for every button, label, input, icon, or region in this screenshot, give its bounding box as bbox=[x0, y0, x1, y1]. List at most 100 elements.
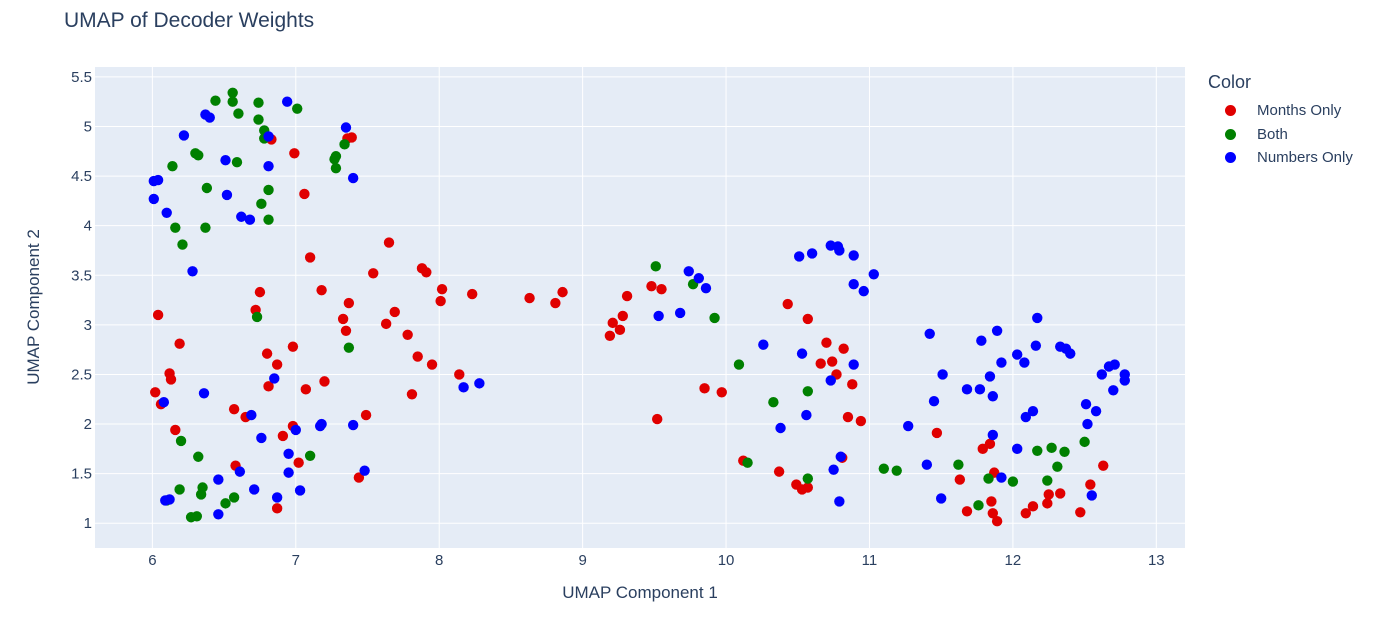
point-numbers-only[interactable] bbox=[828, 464, 839, 475]
point-months-only[interactable] bbox=[1042, 498, 1053, 509]
point-months-only[interactable] bbox=[300, 384, 312, 395]
point-numbers-only[interactable] bbox=[164, 494, 175, 505]
point-numbers-only[interactable] bbox=[213, 509, 224, 520]
point-numbers-only[interactable] bbox=[269, 373, 280, 384]
point-months-only[interactable] bbox=[380, 318, 392, 330]
point-both[interactable] bbox=[891, 465, 902, 476]
point-numbers-only[interactable] bbox=[937, 369, 948, 380]
point-numbers-only[interactable] bbox=[244, 214, 256, 225]
point-months-only[interactable] bbox=[368, 268, 379, 279]
point-numbers-only[interactable] bbox=[340, 122, 352, 133]
point-months-only[interactable] bbox=[254, 286, 266, 298]
point-numbers-only[interactable] bbox=[220, 155, 231, 166]
point-months-only[interactable] bbox=[402, 329, 413, 340]
point-numbers-only[interactable] bbox=[928, 396, 940, 407]
point-months-only[interactable] bbox=[170, 424, 181, 436]
point-numbers-only[interactable] bbox=[178, 130, 190, 141]
point-numbers-only[interactable] bbox=[283, 448, 294, 459]
point-numbers-only[interactable] bbox=[316, 418, 327, 430]
point-numbers-only[interactable] bbox=[775, 422, 786, 434]
point-numbers-only[interactable] bbox=[458, 382, 469, 393]
point-months-only[interactable] bbox=[842, 411, 854, 423]
point-months-only[interactable] bbox=[1075, 507, 1086, 518]
point-months-only[interactable] bbox=[646, 280, 657, 292]
point-numbers-only[interactable] bbox=[198, 388, 210, 399]
point-months-only[interactable] bbox=[815, 358, 826, 369]
point-numbers-only[interactable] bbox=[148, 175, 160, 187]
point-months-only[interactable] bbox=[1020, 508, 1032, 519]
point-both[interactable] bbox=[263, 214, 274, 225]
point-numbers-only[interactable] bbox=[221, 189, 233, 201]
point-numbers-only[interactable] bbox=[653, 310, 664, 322]
point-both[interactable] bbox=[177, 239, 188, 250]
point-numbers-only[interactable] bbox=[187, 266, 198, 277]
point-numbers-only[interactable] bbox=[1096, 369, 1108, 380]
point-numbers-only[interactable] bbox=[700, 282, 712, 294]
point-months-only[interactable] bbox=[287, 341, 299, 352]
point-numbers-only[interactable] bbox=[848, 278, 859, 290]
point-months-only[interactable] bbox=[340, 325, 352, 337]
point-both[interactable] bbox=[191, 511, 203, 522]
point-months-only[interactable] bbox=[346, 132, 357, 143]
point-numbers-only[interactable] bbox=[1082, 418, 1093, 430]
point-both[interactable] bbox=[193, 150, 204, 161]
point-months-only[interactable] bbox=[299, 188, 310, 200]
point-numbers-only[interactable] bbox=[161, 207, 172, 218]
point-months-only[interactable] bbox=[271, 359, 283, 370]
point-both[interactable] bbox=[733, 359, 745, 370]
point-months-only[interactable] bbox=[150, 387, 161, 398]
point-numbers-only[interactable] bbox=[961, 384, 973, 395]
point-months-only[interactable] bbox=[263, 381, 274, 392]
point-months-only[interactable] bbox=[991, 516, 1003, 527]
point-numbers-only[interactable] bbox=[996, 472, 1007, 483]
point-months-only[interactable] bbox=[838, 343, 849, 354]
point-numbers-only[interactable] bbox=[236, 211, 247, 222]
point-numbers-only[interactable] bbox=[1109, 359, 1120, 370]
point-numbers-only[interactable] bbox=[974, 384, 986, 395]
point-months-only[interactable] bbox=[984, 438, 996, 450]
point-both[interactable] bbox=[343, 342, 355, 353]
point-numbers-only[interactable] bbox=[234, 466, 246, 477]
legend-item-numbers-only[interactable]: Numbers Only bbox=[1206, 146, 1353, 170]
point-months-only[interactable] bbox=[652, 413, 663, 425]
point-months-only[interactable] bbox=[289, 148, 300, 159]
point-numbers-only[interactable] bbox=[835, 451, 846, 462]
point-months-only[interactable] bbox=[987, 508, 999, 519]
point-both[interactable] bbox=[233, 108, 244, 119]
point-months-only[interactable] bbox=[353, 472, 365, 483]
point-numbers-only[interactable] bbox=[246, 409, 257, 421]
point-numbers-only[interactable] bbox=[991, 325, 1003, 337]
point-months-only[interactable] bbox=[773, 466, 785, 477]
point-months-only[interactable] bbox=[466, 288, 478, 300]
point-months-only[interactable] bbox=[802, 482, 814, 493]
point-numbers-only[interactable] bbox=[1019, 357, 1030, 368]
point-months-only[interactable] bbox=[550, 297, 561, 309]
point-months-only[interactable] bbox=[1027, 501, 1039, 512]
point-both[interactable] bbox=[256, 198, 267, 210]
point-months-only[interactable] bbox=[1085, 479, 1096, 490]
point-both[interactable] bbox=[330, 151, 342, 162]
point-numbers-only[interactable] bbox=[1011, 443, 1023, 455]
point-both[interactable] bbox=[1052, 461, 1063, 472]
point-numbers-only[interactable] bbox=[921, 459, 933, 470]
point-months-only[interactable] bbox=[826, 356, 838, 367]
point-both[interactable] bbox=[175, 435, 187, 447]
point-months-only[interactable] bbox=[961, 506, 973, 517]
point-both[interactable] bbox=[200, 222, 211, 233]
point-both[interactable] bbox=[253, 97, 264, 108]
point-months-only[interactable] bbox=[931, 427, 943, 439]
point-months-only[interactable] bbox=[152, 309, 164, 321]
point-both[interactable] bbox=[802, 386, 814, 397]
point-both[interactable] bbox=[253, 114, 264, 125]
point-both[interactable] bbox=[339, 139, 350, 150]
point-months-only[interactable] bbox=[557, 286, 568, 298]
point-months-only[interactable] bbox=[454, 369, 465, 380]
point-numbers-only[interactable] bbox=[1119, 375, 1130, 386]
point-both[interactable] bbox=[227, 87, 238, 98]
point-both[interactable] bbox=[228, 492, 240, 503]
point-both[interactable] bbox=[330, 162, 342, 174]
point-numbers-only[interactable] bbox=[347, 419, 359, 431]
point-numbers-only[interactable] bbox=[834, 245, 845, 256]
point-months-only[interactable] bbox=[1055, 488, 1066, 499]
point-months-only[interactable] bbox=[614, 324, 626, 336]
